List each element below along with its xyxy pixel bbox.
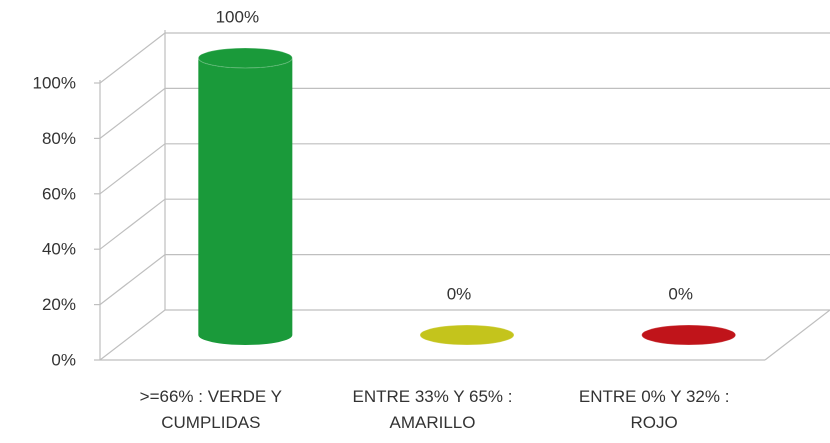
- y-tick-label: 0%: [51, 350, 76, 369]
- grid-line: [99, 143, 830, 195]
- y-tick-label: 20%: [42, 295, 76, 314]
- y-tick-label: 80%: [42, 129, 76, 148]
- y-tick-label: 60%: [42, 184, 76, 203]
- grid-line: [99, 254, 830, 306]
- value-label: 0%: [447, 284, 472, 303]
- bar-top: [641, 324, 737, 346]
- y-tick-label: 40%: [42, 240, 76, 259]
- grid-line: [99, 309, 830, 361]
- value-label: 0%: [668, 284, 693, 303]
- grid-line: [99, 32, 830, 84]
- x-tick-label: ENTRE 0% Y 32% : ROJO: [578, 387, 730, 432]
- x-tick-label: ENTRE 33% Y 65% : AMARILLO: [352, 387, 513, 432]
- bar-top: [419, 324, 515, 346]
- x-tick-label: >=66% : VERDE Y CUMPLIDAS: [139, 387, 283, 432]
- grid-line: [99, 87, 830, 139]
- floor-edge: [764, 309, 830, 361]
- bar-top: [197, 47, 293, 69]
- bar: [198, 58, 293, 345]
- y-tick-label: 100%: [33, 73, 76, 92]
- grid-line: [99, 198, 830, 250]
- value-label: 100%: [216, 7, 259, 26]
